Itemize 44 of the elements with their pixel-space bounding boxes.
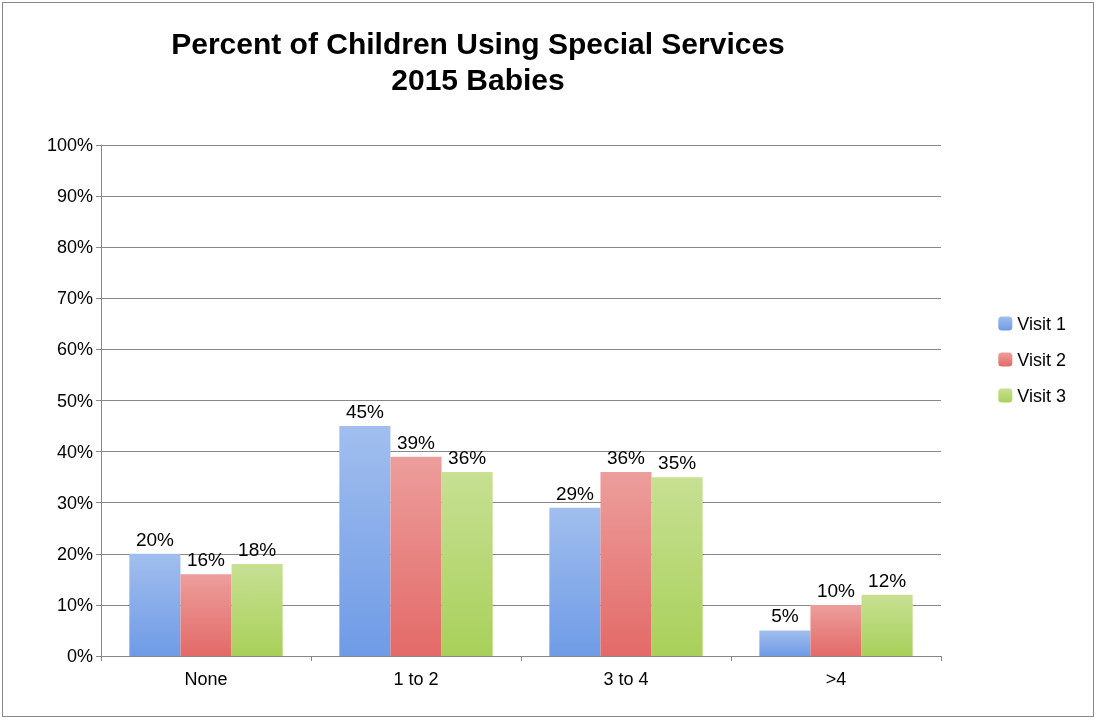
bar bbox=[651, 477, 703, 656]
bar bbox=[231, 564, 283, 656]
bar bbox=[129, 553, 181, 656]
data-label: 29% bbox=[555, 482, 595, 504]
data-label: 45% bbox=[345, 401, 385, 423]
data-label: 20% bbox=[135, 528, 175, 550]
y-tick-label: 30% bbox=[56, 492, 93, 513]
chart-subtitle: 2015 Babies bbox=[391, 62, 565, 96]
y-tick-label: 40% bbox=[56, 441, 93, 462]
x-tick-label: 3 to 4 bbox=[603, 669, 649, 689]
y-tick-label: 70% bbox=[56, 288, 93, 309]
chart-title: Percent of Children Using Special Services bbox=[171, 26, 785, 60]
x-tick-label: 1 to 2 bbox=[393, 669, 439, 689]
bar bbox=[810, 604, 862, 656]
legend-label: Visit 3 bbox=[1017, 385, 1067, 406]
data-label: 39% bbox=[396, 431, 436, 453]
bar bbox=[549, 507, 601, 656]
y-tick-label: 90% bbox=[56, 186, 93, 207]
data-label: 10% bbox=[816, 579, 856, 601]
bar bbox=[339, 426, 391, 656]
data-label: 35% bbox=[658, 452, 697, 474]
bar bbox=[861, 594, 913, 656]
data-label: 36% bbox=[448, 447, 487, 469]
bar bbox=[390, 456, 442, 656]
y-tick-label: 0% bbox=[66, 646, 93, 666]
data-label: 12% bbox=[868, 569, 907, 591]
y-tick-label: 100% bbox=[46, 135, 93, 155]
x-tick-label: None bbox=[184, 669, 228, 689]
y-tick-label: 50% bbox=[56, 390, 93, 411]
bar bbox=[759, 630, 811, 656]
data-label: 36% bbox=[606, 447, 646, 469]
y-tick-label: 60% bbox=[56, 339, 93, 360]
bar bbox=[180, 574, 232, 656]
data-label: 16% bbox=[186, 549, 226, 571]
legend-label: Visit 1 bbox=[1017, 313, 1067, 334]
data-label: 18% bbox=[238, 539, 277, 561]
y-tick-label: 80% bbox=[56, 237, 93, 258]
y-tick-label: 10% bbox=[56, 594, 93, 615]
bar bbox=[600, 472, 652, 656]
x-tick-label: >4 bbox=[825, 669, 847, 689]
data-label: 5% bbox=[771, 605, 799, 627]
bar bbox=[441, 472, 493, 656]
legend-label: Visit 2 bbox=[1017, 349, 1067, 370]
y-tick-label: 20% bbox=[56, 543, 93, 564]
